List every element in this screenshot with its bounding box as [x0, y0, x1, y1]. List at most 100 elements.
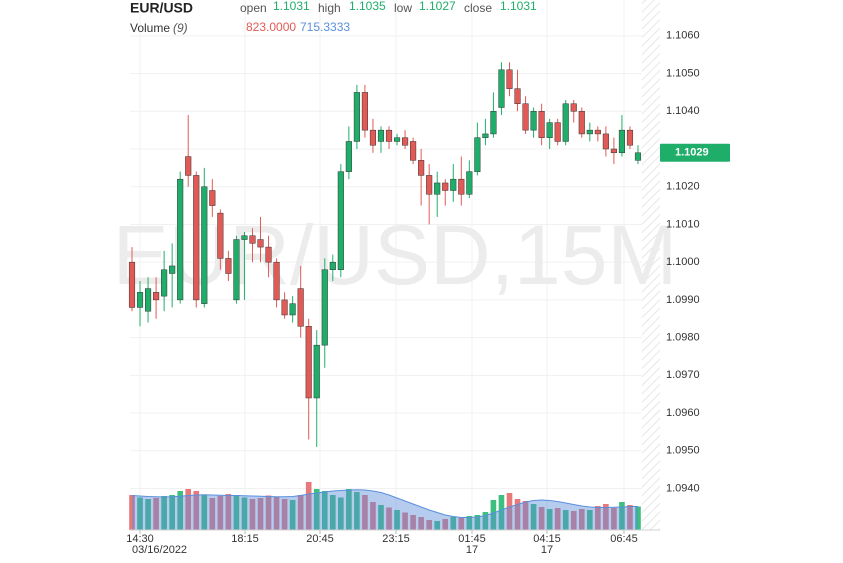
- volume-value: 823.0000: [246, 20, 296, 34]
- y-tick-label: 1.0950: [666, 445, 700, 457]
- candle-body: [546, 122, 553, 138]
- volume-bar: [185, 489, 192, 530]
- y-tick-label: 1.0980: [666, 332, 700, 344]
- volume-bar: [265, 495, 272, 530]
- volume-bar: [466, 516, 473, 530]
- high-value: 1.1035: [349, 0, 386, 13]
- volume-bar: [635, 506, 641, 530]
- volume-bar: [289, 500, 296, 530]
- volume-ma-area: [132, 489, 638, 530]
- volume-bar: [145, 499, 151, 530]
- volume-bar: [169, 495, 175, 530]
- volume-bar: [354, 492, 360, 530]
- volume-bar: [603, 504, 609, 530]
- x-tick-date: 17: [541, 544, 553, 556]
- volume-bar: [177, 491, 184, 530]
- last-price-label: 1.1029: [675, 147, 709, 159]
- candle-body: [554, 122, 561, 142]
- y-tick-label: 1.1000: [666, 256, 700, 268]
- volume-bar: [595, 506, 601, 530]
- candle-body: [281, 299, 288, 316]
- volume-bar: [450, 517, 457, 530]
- future-area: [642, 0, 660, 530]
- volume-bar: [514, 499, 521, 530]
- volume-bar: [386, 507, 392, 530]
- candle-body: [602, 133, 609, 150]
- volume-bar: [217, 496, 224, 530]
- x-tick-label: 18:15: [231, 533, 259, 545]
- grid: [130, 0, 642, 530]
- candle-body: [418, 160, 425, 176]
- candle-body: [185, 156, 192, 176]
- volume-bar: [129, 495, 135, 530]
- volume-bar: [538, 507, 545, 530]
- volume-ma-line: [131, 489, 638, 518]
- candle-body: [434, 182, 441, 195]
- candle-body: [498, 69, 505, 108]
- x-tick-label: 04:15: [533, 533, 561, 545]
- x-tick-label: 01:45: [458, 533, 486, 545]
- candle-body: [249, 235, 256, 244]
- volume-bar: [233, 495, 240, 530]
- close-label: close: [464, 1, 492, 15]
- candle-body: [136, 292, 144, 308]
- close-value: 1.1031: [500, 0, 537, 13]
- volume-bar: [410, 515, 416, 530]
- volume-bar: [297, 495, 304, 530]
- symbol: EUR/USD: [130, 0, 193, 16]
- candle-body: [466, 171, 473, 195]
- volume-bar: [362, 495, 368, 530]
- candle-body: [329, 261, 336, 270]
- volume-bar: [225, 494, 232, 530]
- candle-body: [225, 258, 232, 274]
- candle-body: [153, 292, 160, 301]
- candle-body: [377, 129, 385, 142]
- volume-bar: [281, 499, 288, 530]
- volume-bar: [530, 504, 537, 530]
- y-tick-label: 1.1010: [666, 218, 700, 230]
- candle-body: [169, 265, 176, 274]
- candle-body: [610, 148, 617, 154]
- candle-body: [313, 344, 320, 399]
- candle-body: [594, 129, 601, 135]
- axes: 1.10601.10501.10401.10301.10201.10101.10…: [126, 30, 730, 556]
- volume-bar: [161, 496, 167, 530]
- candle-body: [578, 111, 585, 135]
- y-tick-label: 1.0970: [666, 369, 700, 381]
- candle-body: [562, 103, 569, 142]
- y-tick-label: 1.0990: [666, 294, 700, 306]
- candle-body: [369, 129, 377, 146]
- volume-bar: [586, 510, 593, 530]
- volume-bar: [554, 508, 561, 530]
- candle-body: [458, 178, 465, 195]
- volume-bar: [305, 482, 312, 530]
- x-tick-date: 03/16/2022: [132, 544, 187, 556]
- candle-body: [201, 186, 208, 304]
- candle-body: [626, 129, 634, 146]
- candle-body: [514, 88, 521, 104]
- volume-bar: [426, 520, 432, 530]
- candle-body: [321, 269, 328, 346]
- candles: [128, 62, 642, 448]
- candle-body: [634, 152, 642, 161]
- volume-label: Volume: [130, 21, 170, 35]
- volume-period: (9): [173, 21, 188, 35]
- candle-body: [490, 111, 497, 135]
- volume-bar: [442, 519, 449, 530]
- y-tick-label: 1.1050: [666, 67, 700, 79]
- candle-body: [426, 175, 433, 195]
- candle-body: [474, 137, 481, 172]
- candle-body: [289, 303, 296, 316]
- volume-bar: [562, 510, 569, 530]
- volume-bar: [570, 511, 577, 530]
- volume-bar: [201, 495, 208, 530]
- candle-body: [393, 137, 401, 142]
- volume-bar: [522, 501, 529, 530]
- volume-bar: [498, 495, 505, 530]
- candle-body: [538, 111, 545, 138]
- candle-body: [570, 103, 577, 112]
- volume-bar: [482, 512, 489, 530]
- volume-bar: [378, 505, 384, 530]
- candle-body: [305, 326, 312, 399]
- volume-bar: [490, 500, 497, 530]
